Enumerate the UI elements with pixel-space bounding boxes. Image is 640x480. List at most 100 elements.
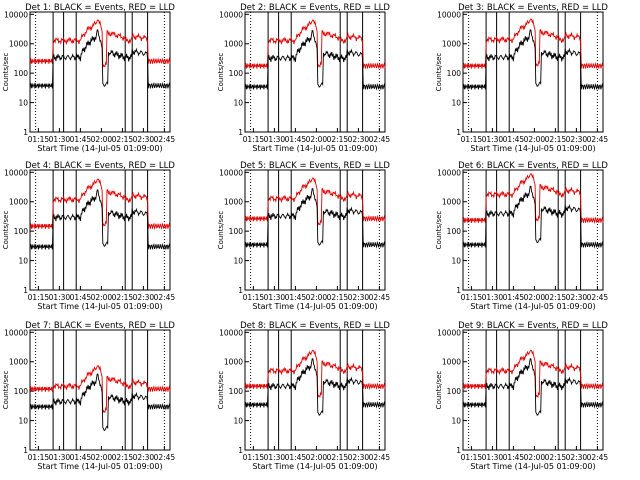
lld-series-line — [244, 19, 386, 69]
y-tick-label: 10 — [233, 257, 243, 266]
x-tick-label: 01:15 — [243, 453, 265, 462]
x-tick-label: 01:15 — [461, 135, 483, 144]
plot-frame — [244, 11, 386, 133]
detector-panel-4: Det 4: BLACK = Events, RED = LLD Counts/s… — [2, 161, 175, 311]
y-tick-label: 1 — [238, 446, 243, 455]
detector-panel-1: Det 1: BLACK = Events, RED = LLD Counts/s… — [2, 3, 175, 153]
panel-title: Det 3: BLACK = Events, RED = LLD — [458, 3, 608, 13]
plot-frame — [244, 329, 386, 451]
x-tick-label: 01:15 — [461, 293, 483, 302]
x-tick-label: 02:45 — [587, 453, 609, 462]
lld-series-line — [244, 349, 386, 398]
detector-panel-5: Det 5: BLACK = Events, RED = LLD Counts/s… — [217, 161, 390, 311]
x-tick-label: 02:15 — [112, 293, 134, 302]
x-tick-label: 01:45 — [70, 293, 92, 302]
events-series-line — [244, 358, 386, 416]
panel-title: Det 5: BLACK = Events, RED = LLD — [240, 161, 390, 171]
x-tick-label: 02:30 — [133, 453, 155, 462]
panel-title: Det 8: BLACK = Events, RED = LLD — [240, 321, 390, 331]
x-tick-label: 01:30 — [264, 453, 286, 462]
x-tick-label: 01:30 — [482, 453, 504, 462]
panel-title: Det 7: BLACK = Events, RED = LLD — [25, 321, 175, 331]
x-tick-label: 02:45 — [154, 135, 176, 144]
x-tick-label: 01:30 — [264, 135, 286, 144]
y-tick-label: 10 — [233, 99, 243, 108]
y-tick-label: 1 — [23, 286, 28, 295]
lld-series-line — [462, 349, 604, 398]
plot-frame — [462, 329, 604, 451]
x-tick-label: 02:15 — [112, 135, 134, 144]
y-tick-label: 10 — [451, 99, 461, 108]
y-tick-label: 10 — [451, 417, 461, 426]
x-tick-label: 02:15 — [327, 293, 349, 302]
x-tick-label: 02:30 — [133, 293, 155, 302]
x-tick-label: 02:30 — [133, 135, 155, 144]
x-tick-label: 01:30 — [49, 453, 71, 462]
y-tick-label: 100 — [447, 227, 462, 236]
y-tick-label: 10000 — [437, 168, 461, 177]
y-axis-label: Counts/sec — [2, 371, 10, 410]
y-tick-label: 100 — [14, 69, 29, 78]
y-axis-label: Counts/sec — [217, 371, 225, 410]
x-tick-label: 02:45 — [587, 135, 609, 144]
x-tick-label: 02:00 — [524, 135, 546, 144]
y-tick-label: 1 — [456, 128, 461, 137]
x-tick-label: 02:45 — [154, 293, 176, 302]
x-tick-label: 02:45 — [587, 293, 609, 302]
x-tick-label: 02:00 — [91, 293, 113, 302]
y-tick-label: 1000 — [442, 40, 461, 49]
panel-title: Det 2: BLACK = Events, RED = LLD — [240, 3, 390, 13]
detector-panel-2: Det 2: BLACK = Events, RED = LLD Counts/s… — [217, 3, 390, 153]
x-tick-label: 01:45 — [503, 293, 525, 302]
x-axis-label: Start Time (14-Jul-05 01:09:00) — [252, 302, 377, 311]
lld-series-line — [29, 178, 171, 231]
y-tick-label: 100 — [447, 387, 462, 396]
detector-panel-8: Det 8: BLACK = Events, RED = LLD Counts/s… — [217, 321, 390, 471]
x-tick-label: 02:45 — [369, 293, 391, 302]
y-tick-label: 100 — [229, 387, 244, 396]
x-axis-label: Start Time (14-Jul-05 01:09:00) — [37, 144, 162, 153]
x-tick-label: 01:30 — [49, 135, 71, 144]
x-tick-label: 01:45 — [70, 135, 92, 144]
y-tick-label: 1000 — [224, 198, 243, 207]
y-tick-label: 10000 — [219, 168, 243, 177]
y-axis-label: Counts/sec — [2, 53, 10, 92]
y-tick-label: 1000 — [9, 40, 28, 49]
y-tick-label: 10 — [18, 417, 28, 426]
y-tick-label: 1000 — [224, 40, 243, 49]
lld-series-line — [462, 173, 604, 225]
detector-panel-9: Det 9: BLACK = Events, RED = LLD Counts/s… — [435, 321, 608, 471]
x-axis-label: Start Time (14-Jul-05 01:09:00) — [252, 462, 377, 471]
x-tick-label: 02:30 — [566, 453, 588, 462]
panel-title: Det 6: BLACK = Events, RED = LLD — [458, 161, 608, 171]
y-axis-label: Counts/sec — [435, 211, 443, 250]
y-tick-label: 1 — [23, 446, 28, 455]
y-tick-label: 100 — [14, 387, 29, 396]
panel-title: Det 1: BLACK = Events, RED = LLD — [25, 3, 175, 13]
plot-frame — [29, 11, 171, 133]
y-tick-label: 10000 — [219, 328, 243, 337]
events-series-line — [29, 373, 171, 432]
lld-series-line — [462, 18, 604, 69]
events-series-line — [244, 30, 386, 91]
y-tick-label: 1 — [238, 128, 243, 137]
x-tick-label: 02:00 — [524, 293, 546, 302]
panel-title: Det 4: BLACK = Events, RED = LLD — [25, 161, 175, 171]
y-tick-label: 100 — [14, 227, 29, 236]
x-tick-label: 02:00 — [524, 453, 546, 462]
y-tick-label: 1 — [456, 286, 461, 295]
x-tick-label: 01:15 — [243, 135, 265, 144]
x-tick-label: 02:00 — [306, 293, 328, 302]
x-tick-label: 01:45 — [70, 453, 92, 462]
y-tick-label: 10000 — [4, 328, 28, 337]
y-tick-label: 10 — [18, 99, 28, 108]
lld-series-line — [29, 364, 171, 414]
events-series-line — [244, 188, 386, 249]
x-tick-label: 01:15 — [28, 135, 50, 144]
plot-frame — [462, 169, 604, 291]
y-axis-label: Counts/sec — [217, 211, 225, 250]
y-axis-label: Counts/sec — [435, 53, 443, 92]
y-tick-label: 10000 — [219, 10, 243, 19]
x-tick-label: 02:45 — [369, 453, 391, 462]
detector-panel-7: Det 7: BLACK = Events, RED = LLD Counts/s… — [2, 321, 175, 471]
